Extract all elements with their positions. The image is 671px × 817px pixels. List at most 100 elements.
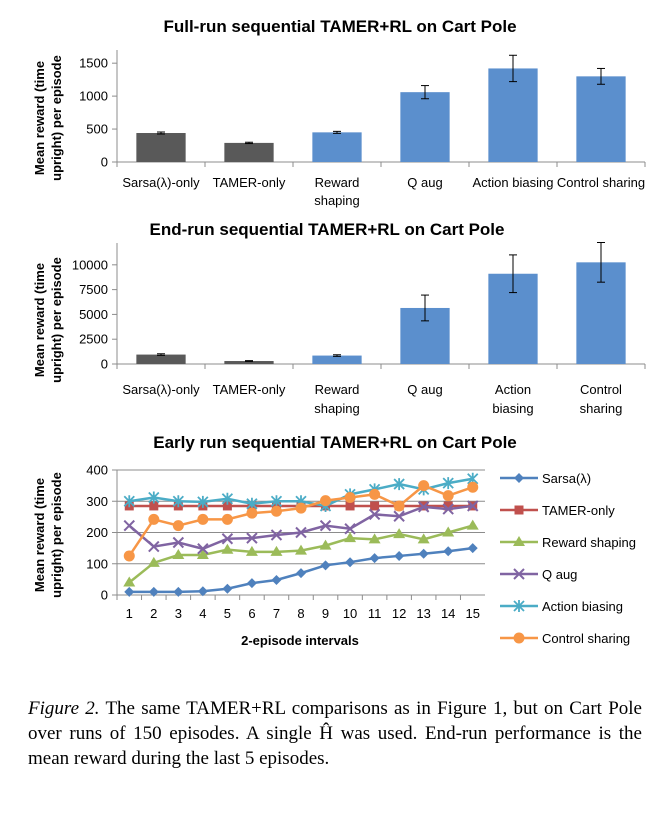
point-marker — [344, 532, 357, 543]
category-label: shaping — [314, 193, 360, 208]
series-sarsa- — [124, 543, 478, 597]
y-tick-label: 400 — [86, 463, 108, 478]
point-marker — [442, 477, 454, 490]
end-run-bar-chart: End-run sequential TAMER+RL on Cart Pole… — [32, 220, 646, 416]
point-marker — [246, 507, 258, 519]
point-marker — [270, 495, 283, 508]
legend-entry: Control sharing — [500, 631, 630, 646]
x-tick-label: 6 — [248, 606, 255, 621]
point-marker — [368, 508, 381, 521]
x-tick-label: 3 — [175, 606, 182, 621]
point-marker — [345, 557, 356, 568]
legend-label: Action biasing — [542, 599, 623, 614]
point-marker — [197, 495, 209, 508]
point-marker — [443, 501, 453, 511]
y-tick-label: 1000 — [79, 89, 108, 104]
series-q-aug — [123, 500, 479, 555]
y-axis-label-line1: Mean reward (time — [32, 263, 47, 377]
point-marker — [221, 492, 234, 505]
point-marker — [467, 500, 479, 512]
point-marker — [147, 556, 160, 567]
y-axis-label-line2: upright) per episode — [49, 472, 64, 598]
bar — [224, 142, 274, 162]
y-tick-label: 500 — [86, 122, 108, 137]
point-marker — [417, 533, 430, 544]
x-tick-label: 4 — [199, 606, 206, 621]
point-marker — [148, 491, 160, 504]
point-marker — [320, 495, 332, 507]
point-marker — [513, 600, 525, 612]
x-tick-label: 8 — [297, 606, 304, 621]
bar — [224, 361, 274, 364]
point-marker — [123, 550, 135, 562]
chart-title: Full-run sequential TAMER+RL on Cart Pol… — [163, 17, 516, 36]
point-marker — [271, 575, 282, 585]
legend-entry: Reward shaping — [500, 535, 636, 550]
point-marker — [149, 501, 159, 511]
point-marker — [197, 586, 208, 597]
caption-label: Figure 2. — [28, 698, 100, 719]
point-marker — [124, 586, 135, 597]
y-tick-label: 100 — [86, 556, 108, 571]
point-marker — [369, 553, 380, 564]
point-marker — [270, 529, 283, 541]
bar — [312, 132, 362, 162]
point-marker — [319, 519, 332, 532]
legend-entry: TAMER-only — [500, 503, 615, 518]
point-marker — [513, 536, 525, 546]
category-label: Q aug — [407, 175, 442, 190]
category-label: Action — [495, 382, 531, 397]
point-marker — [296, 568, 306, 579]
point-marker — [442, 503, 454, 515]
series-reward-shaping — [123, 519, 479, 587]
y-tick-label: 5000 — [79, 307, 108, 322]
y-tick-label: 2500 — [79, 332, 108, 347]
category-label: Reward — [315, 175, 360, 190]
category-label: Q aug — [407, 382, 442, 397]
point-marker — [123, 576, 136, 587]
point-marker — [245, 545, 258, 556]
legend-label: Q aug — [542, 567, 577, 582]
point-marker — [393, 478, 405, 491]
x-tick-label: 15 — [465, 606, 479, 621]
category-label: TAMER-only — [213, 382, 286, 397]
category-label: sharing — [580, 401, 623, 416]
point-marker — [172, 495, 184, 508]
point-marker — [514, 473, 524, 483]
point-marker — [270, 545, 283, 556]
point-marker — [246, 532, 258, 544]
x-tick-label: 2 — [150, 606, 157, 621]
point-marker — [344, 523, 356, 535]
category-label: shaping — [314, 401, 360, 416]
x-tick-label: 9 — [322, 606, 329, 621]
full-run-bar-chart: Full-run sequential TAMER+RL on Cart Pol… — [32, 17, 646, 208]
figure-caption: Figure 2. The same TAMER+RL comparisons … — [28, 696, 642, 771]
x-axis-label: 2-episode intervals — [241, 633, 359, 648]
point-marker — [246, 578, 257, 589]
point-marker — [221, 513, 233, 525]
x-tick-label: 12 — [392, 606, 406, 621]
point-marker — [295, 526, 307, 539]
point-marker — [467, 481, 479, 493]
point-marker — [320, 560, 331, 571]
point-marker — [513, 568, 525, 580]
point-marker — [148, 513, 160, 525]
point-marker — [270, 505, 282, 517]
x-tick-label: 10 — [343, 606, 357, 621]
point-marker — [418, 548, 429, 559]
point-marker — [222, 583, 233, 594]
point-marker — [442, 490, 454, 502]
category-label: Reward — [315, 382, 360, 397]
point-marker — [148, 586, 159, 597]
category-label: Action biasing — [473, 175, 554, 190]
y-tick-label: 0 — [101, 357, 108, 372]
x-tick-label: 5 — [224, 606, 231, 621]
point-marker — [172, 520, 184, 532]
x-tick-label: 14 — [441, 606, 455, 621]
y-axis-label-line2: upright) per episode — [49, 55, 64, 181]
x-tick-label: 7 — [273, 606, 280, 621]
category-label: Sarsa(λ)-only — [122, 382, 200, 397]
point-marker — [319, 539, 332, 550]
legend-entry: Action biasing — [500, 599, 623, 614]
point-marker — [368, 533, 381, 544]
